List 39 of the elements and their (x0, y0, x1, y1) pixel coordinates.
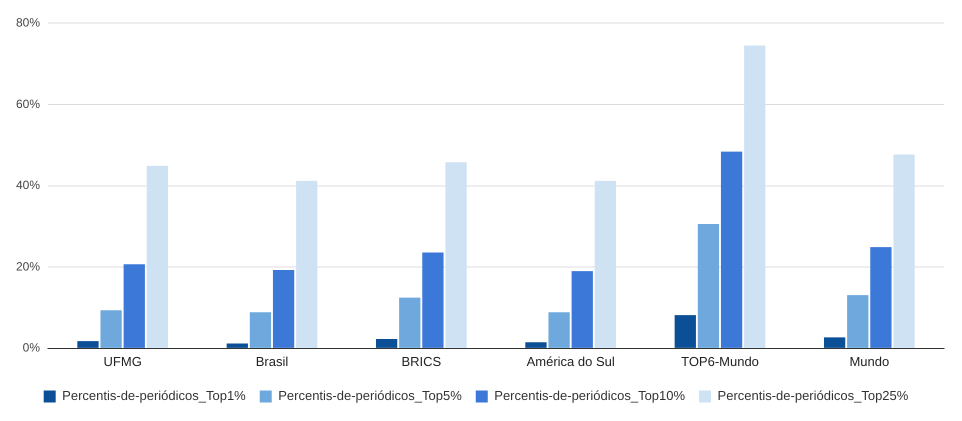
bar (399, 298, 420, 348)
bar (100, 310, 122, 348)
y-tick-label: 60% (16, 96, 40, 111)
bar (674, 315, 696, 348)
bar (124, 264, 145, 348)
y-tick-label: 0% (22, 340, 40, 355)
bar (824, 337, 846, 348)
bar (226, 344, 248, 348)
y-tick-label: 40% (16, 178, 40, 192)
bar (296, 180, 318, 348)
x-tick-label: UFMG (104, 354, 142, 369)
legend-label: Percentis-de-periódicos_Top25% (718, 388, 909, 404)
legend-label: Percentis-de-periódicos_Top5% (278, 388, 462, 404)
bar (594, 180, 616, 348)
bar (720, 152, 742, 348)
bar (77, 341, 99, 348)
bar (525, 342, 547, 348)
x-tick-label: BRICS (401, 354, 442, 369)
x-tick-label: Mundo (849, 354, 890, 369)
legend-label: Percentis-de-periódicos_Top10% (494, 388, 686, 404)
bar (250, 312, 272, 348)
bar (893, 154, 915, 348)
bar (698, 224, 720, 348)
bar (744, 46, 766, 348)
bar (376, 339, 398, 348)
bar (847, 295, 868, 348)
bar (422, 252, 444, 348)
x-tick-label: TOP6-Mundo (681, 354, 759, 369)
bar (445, 162, 467, 348)
y-tick-label: 20% (16, 259, 40, 274)
y-tick-label: 80% (16, 16, 40, 30)
bar (548, 312, 570, 348)
x-tick-label: América do Sul (526, 354, 615, 369)
x-tick-label: Brasil (256, 354, 288, 369)
bar (572, 271, 593, 348)
legend-label: Percentis-de-periódicos_Top1% (62, 388, 246, 404)
bar (146, 166, 168, 348)
bar (272, 270, 294, 348)
bar (870, 247, 892, 348)
